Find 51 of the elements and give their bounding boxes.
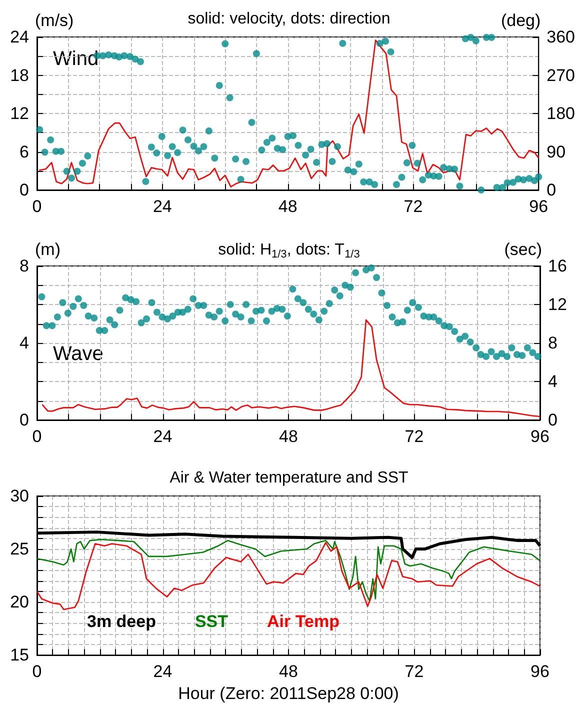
x-tick-label: 48 <box>279 662 298 682</box>
y-axis-title: (m) <box>35 240 60 259</box>
y-tick-label: 8 <box>20 256 29 276</box>
x-axis-title: Hour (Zero: 2011Sep28 0:00) <box>178 684 399 703</box>
x-tick-label: 96 <box>530 662 550 682</box>
x-tick-label: 72 <box>404 197 423 216</box>
y-tick-label: 0 <box>20 180 29 200</box>
line-series <box>36 538 541 602</box>
chart-title: Air & Water temperature and SST <box>170 470 409 486</box>
y2-tick-label: 180 <box>546 104 576 123</box>
y2-tick-label: 0 <box>548 410 558 430</box>
y2-tick-label: 90 <box>546 142 566 162</box>
y2-axis-title: (sec) <box>504 240 542 259</box>
y-axis-title: (m/s) <box>35 11 74 30</box>
series-label: Air Temp <box>267 612 340 631</box>
x-tick-label: 24 <box>153 427 172 446</box>
y2-tick-label: 8 <box>548 334 558 352</box>
y-tick-label: 18 <box>10 66 29 85</box>
y-tick-label: 12 <box>10 104 29 123</box>
y2-tick-label: 12 <box>548 295 567 314</box>
y-tick-label: 25 <box>10 540 29 559</box>
x-tick-label: 72 <box>404 427 424 446</box>
x-tick-label: 24 <box>152 197 172 216</box>
x-tick-label: 96 <box>530 427 550 446</box>
y-tick-label: 15 <box>10 646 29 665</box>
line-series <box>42 319 541 418</box>
y-tick-label: 20 <box>10 592 29 612</box>
line-series <box>36 542 541 610</box>
x-tick-label: 0 <box>32 197 42 216</box>
y2-tick-label: 360 <box>546 28 576 46</box>
y-tick-label: 0 <box>20 410 29 430</box>
y-tick-label: 4 <box>20 334 29 352</box>
x-tick-label: 48 <box>279 427 298 446</box>
y-tick-label: 24 <box>10 28 29 46</box>
y2-tick-label: 0 <box>546 180 556 200</box>
y2-tick-label: 4 <box>548 372 558 391</box>
y-tick-label: 6 <box>20 142 29 162</box>
x-tick-label: 0 <box>32 427 42 446</box>
y-tick-label: 30 <box>10 486 29 506</box>
annotation: Wave <box>53 343 104 365</box>
text: SST <box>194 612 229 631</box>
y2-tick-label: 270 <box>546 66 576 85</box>
x-tick-label: 0 <box>32 662 42 682</box>
x-tick-label: 96 <box>529 197 548 216</box>
y2-axis-title: (deg) <box>500 11 541 30</box>
chart-title: solid: velocity, dots: direction <box>188 10 390 28</box>
x-tick-label: 24 <box>153 662 172 682</box>
x-tick-label: 48 <box>278 197 298 216</box>
text: 3m deep <box>87 612 156 631</box>
x-tick-label: 72 <box>404 662 424 682</box>
y2-tick-label: 16 <box>548 256 567 276</box>
